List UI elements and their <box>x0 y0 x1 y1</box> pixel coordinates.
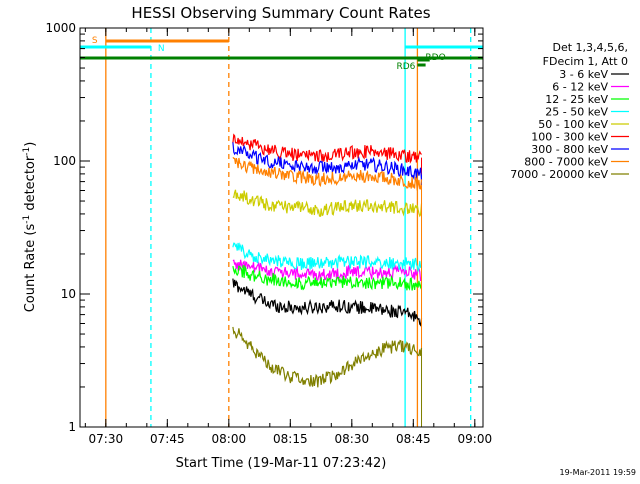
x-tick-label-1: 07:45 <box>150 432 185 446</box>
y-axis-label: Count Rate (s-1 detector-1) <box>22 142 38 313</box>
y-axis-label-sup1: -1 <box>22 215 32 224</box>
legend-label-1: 6 - 12 keV <box>552 81 608 94</box>
series-line-7 <box>232 156 423 191</box>
legend-label-2: 12 - 25 keV <box>545 93 608 106</box>
x-tick-label-6: 09:00 <box>458 432 493 446</box>
series-line-3 <box>232 242 422 273</box>
chart-title: HESSI Observing Summary Count Rates <box>131 4 430 22</box>
flag-label-3: RDO <box>425 53 445 63</box>
y-axis-label-part2: detector <box>23 155 38 215</box>
footer-timestamp: 19-Mar-2011 19:59 <box>560 468 637 477</box>
series-line-5 <box>232 133 422 164</box>
x-axis-ticks: 07:30 07:45 08:00 08:15 08:30 08:45 09:00 <box>84 28 493 446</box>
y-axis-ticks: 1 10 100 1000 <box>45 21 483 434</box>
legend-label-7: 800 - 7000 keV <box>524 156 608 169</box>
y-tick-label-2: 100 <box>53 154 76 168</box>
y-tick-label-1: 10 <box>61 287 76 301</box>
x-axis-label: Start Time (19-Mar-11 07:23:42) <box>176 456 387 471</box>
series-line-4 <box>232 189 423 218</box>
flag-label-1: N <box>158 44 165 54</box>
legend-label-3: 25 - 50 keV <box>545 106 608 119</box>
y-axis-label-part1: Count Rate (s <box>23 224 38 313</box>
flag-label-4: RD6 <box>396 62 415 72</box>
legend-label-8: 7000 - 20000 keV <box>510 168 608 181</box>
series-line-1 <box>232 259 423 282</box>
x-tick-label-4: 08:30 <box>335 432 370 446</box>
x-tick-label-5: 08:45 <box>396 432 431 446</box>
series-line-2 <box>232 264 423 291</box>
legend: Det 1,3,4,5,6, FDecim 1, Att 0 3 - 6 keV… <box>510 41 629 181</box>
y-tick-label-3: 1000 <box>45 21 76 35</box>
legend-label-0: 3 - 6 keV <box>559 68 608 81</box>
flag-label-0: S <box>92 36 98 46</box>
plot-frame <box>79 27 484 428</box>
x-tick-label-3: 08:15 <box>273 432 308 446</box>
legend-title-line2: FDecim 1, Att 0 <box>543 55 628 68</box>
legend-label-5: 100 - 300 keV <box>531 131 608 144</box>
x-tick-label-2: 08:00 <box>212 432 247 446</box>
series-line-6 <box>232 142 423 181</box>
y-axis-label-sup2: -1 <box>22 147 32 156</box>
legend-label-6: 300 - 800 keV <box>531 143 608 156</box>
series-line-0 <box>232 278 423 327</box>
series-line-8 <box>232 326 423 388</box>
legend-label-4: 50 - 100 keV <box>538 118 608 131</box>
x-tick-label-0: 07:30 <box>89 432 124 446</box>
plot-content: S N RDO RD6 <box>80 28 483 427</box>
legend-title-line1: Det 1,3,4,5,6, <box>552 41 628 54</box>
y-tick-label-0: 1 <box>68 420 76 434</box>
y-axis-label-part3: ) <box>23 142 38 147</box>
